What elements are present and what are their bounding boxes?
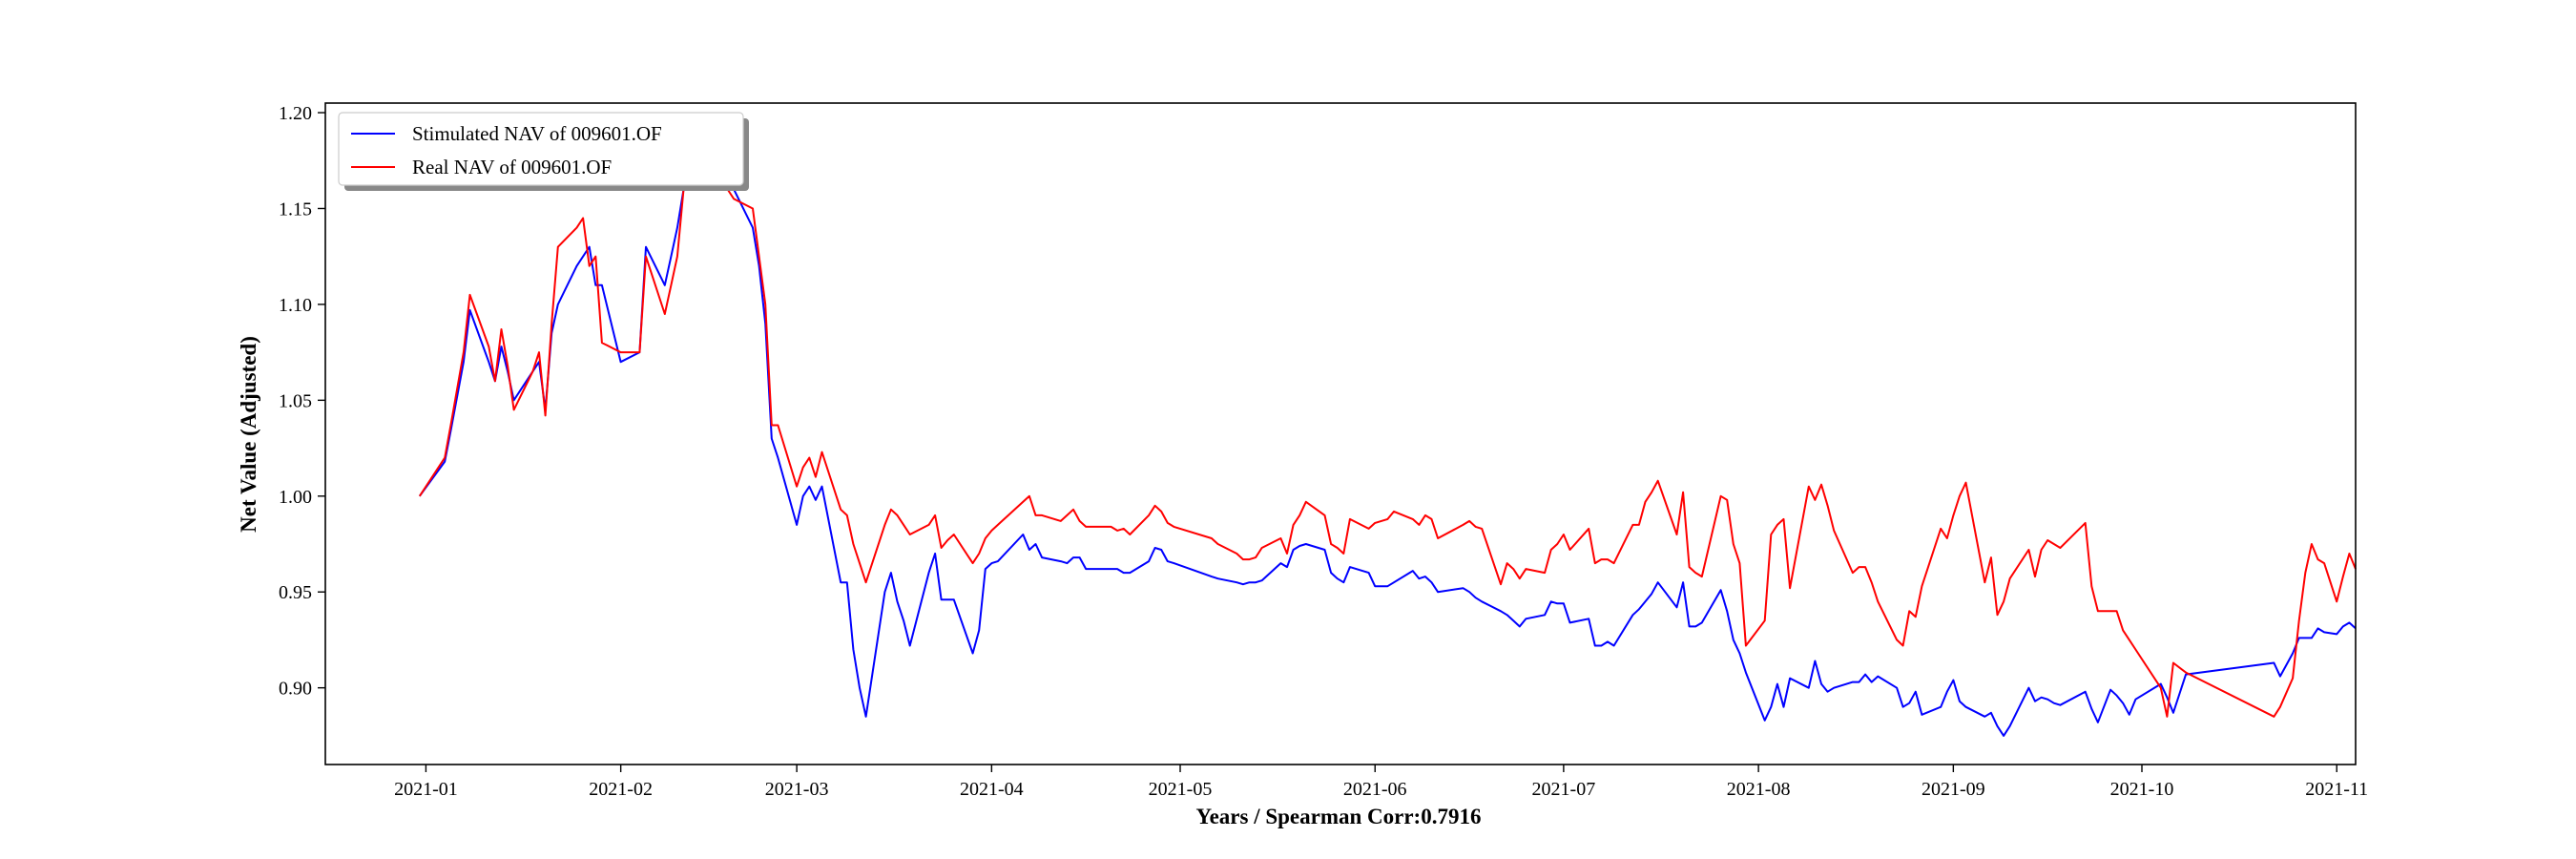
plot-frame: [324, 102, 2357, 765]
x-tick-label: 2021-06: [1343, 779, 1407, 800]
x-tick-label: 2021-04: [960, 779, 1024, 800]
y-tick-label: 1.15: [279, 199, 312, 220]
y-tick-label: 1.00: [279, 487, 312, 508]
x-tick-label: 2021-11: [2305, 779, 2368, 800]
x-tick-label: 2021-09: [1922, 779, 1985, 800]
y-tick-label: 1.05: [279, 390, 312, 411]
x-tick-label: 2021-07: [1532, 779, 1596, 800]
x-tick-label: 2021-01: [394, 779, 458, 800]
legend-label-real: Real NAV of 009601.OF: [412, 156, 612, 178]
x-tick-label: 2021-08: [1727, 779, 1791, 800]
x-tick-label: 2021-05: [1149, 779, 1213, 800]
series-layer: [418, 169, 2357, 737]
y-tick-label: 1.10: [279, 295, 312, 316]
series-line-stimulated: [418, 169, 2357, 737]
y-tick-label: 1.20: [279, 103, 312, 124]
x-tick-label: 2021-10: [2110, 779, 2174, 800]
y-axis: 0.90 0.95 1.00 1.05 1.10 1.15 1.20: [279, 103, 325, 700]
x-tick-label: 2021-02: [589, 779, 653, 800]
x-tick-label: 2021-03: [765, 779, 829, 800]
y-tick-label: 0.90: [279, 679, 312, 700]
series-line-real: [418, 188, 2357, 718]
x-axis: 2021-01 2021-02 2021-03 2021-04 2021-05 2021-…: [394, 765, 2368, 800]
legend-label-stimulated: Stimulated NAV of 009601.OF: [412, 122, 662, 145]
x-axis-label: Years / Spearman Corr:0.7916: [1196, 805, 1482, 828]
legend: Stimulated NAV of 009601.OF Real NAV of …: [338, 112, 749, 191]
y-tick-label: 0.95: [279, 582, 312, 603]
legend-box: [338, 112, 744, 186]
y-axis-label: Net Value (Adjusted): [237, 336, 260, 533]
